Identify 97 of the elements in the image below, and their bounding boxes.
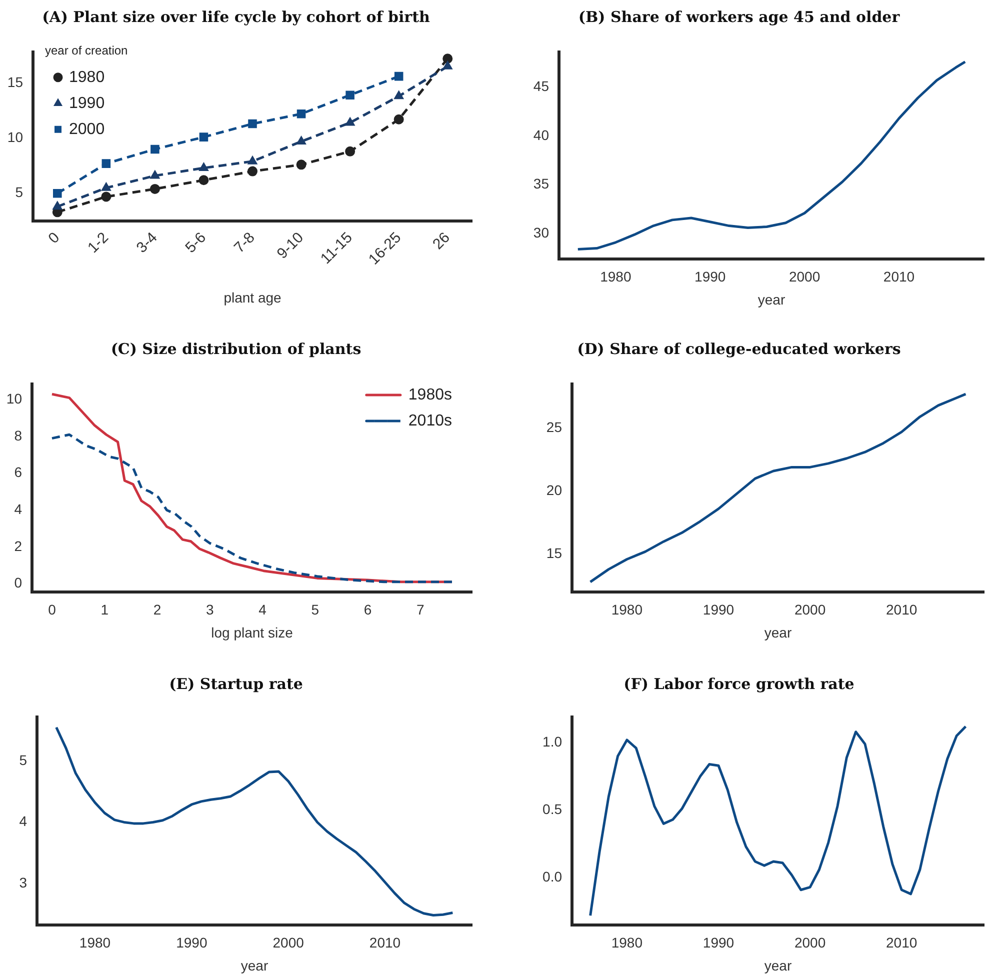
legend-label: 1980s — [408, 386, 452, 404]
y-tick-label: 0.0 — [542, 868, 562, 885]
y-tick-label: 15 — [7, 74, 24, 90]
point — [248, 156, 258, 164]
legend-label: 2000 — [69, 120, 105, 138]
x-tick-label: 0 — [45, 229, 64, 248]
y-tick-label: 20 — [546, 482, 562, 498]
point — [296, 160, 306, 170]
x-tick-label: 5-6 — [182, 229, 210, 256]
point — [296, 136, 306, 144]
point — [150, 144, 160, 154]
x-tick-label: 5 — [311, 601, 320, 618]
legend-label: 1980 — [69, 68, 105, 86]
point — [150, 170, 160, 179]
point — [442, 54, 453, 64]
y-tick-label: 10 — [6, 390, 22, 407]
x-tick-label: 2 — [153, 601, 162, 618]
y-tick-label: 3 — [19, 874, 28, 890]
x-tick-label: 2010 — [369, 934, 401, 950]
chart-title: (D) Share of college-educated workers — [577, 340, 901, 358]
y-tick-label: 35 — [533, 176, 550, 192]
y-tick-label: 6 — [14, 464, 22, 480]
point — [53, 188, 62, 198]
y-tick-label: 45 — [533, 78, 550, 94]
x-tick-label: 2000 — [794, 601, 826, 618]
y-tick-label: 30 — [533, 224, 550, 240]
point — [296, 109, 306, 118]
y-tick-label: 25 — [546, 418, 562, 435]
x-axis-title: year — [758, 291, 786, 308]
chart-title: (A) Plant size over life cycle by cohort of birth — [42, 8, 430, 26]
x-tick-label: 3 — [206, 601, 214, 618]
x-tick-label: 1980 — [611, 934, 643, 950]
x-tick-label: 2010 — [886, 601, 918, 618]
x-axis-title: year — [764, 957, 792, 974]
x-axis-title: plant age — [224, 289, 282, 306]
x-tick-label: 9-10 — [274, 229, 308, 262]
x-tick-label: 1990 — [694, 268, 726, 284]
point — [248, 119, 257, 128]
x-tick-label: 2010 — [886, 934, 918, 950]
x-tick-label: 1-2 — [84, 229, 112, 256]
chart-title: (E) Startup rate — [169, 674, 303, 693]
legend-label: 2010s — [408, 412, 452, 430]
x-tick-label: 1980 — [79, 934, 111, 950]
y-tick-label: 0.5 — [542, 801, 562, 818]
x-tick-label: 26 — [430, 229, 454, 253]
x-tick-label: 2000 — [272, 934, 304, 950]
legend-label: 1990 — [69, 94, 105, 112]
x-tick-label: 1 — [100, 601, 109, 618]
point — [248, 166, 258, 176]
chart-title: (C) Size distribution of plants — [110, 340, 362, 358]
point — [394, 90, 404, 100]
x-tick-label: 2000 — [794, 934, 826, 950]
point — [345, 146, 356, 156]
x-axis-title: year — [764, 624, 792, 640]
point — [394, 114, 404, 124]
x-tick-label: 1990 — [702, 601, 734, 618]
y-tick-label: 5 — [19, 752, 28, 768]
y-tick-label: 1.0 — [542, 734, 562, 750]
point — [198, 162, 209, 171]
y-tick-label: 4 — [14, 500, 22, 517]
x-axis-title: log plant size — [211, 624, 294, 640]
point — [199, 132, 208, 142]
y-tick-label: 10 — [7, 129, 24, 146]
y-tick-label: 8 — [14, 427, 22, 444]
x-tick-label: 7 — [416, 601, 425, 618]
legend-title: year of creation — [45, 43, 128, 58]
x-tick-label: 0 — [48, 601, 56, 618]
point — [52, 201, 62, 210]
x-tick-label: 3-4 — [133, 229, 161, 256]
x-tick-label: 1980 — [611, 601, 643, 618]
point — [150, 184, 160, 194]
x-tick-label: 4 — [258, 601, 267, 618]
line-series — [50, 433, 454, 584]
y-tick-label: 2 — [14, 538, 22, 554]
point — [346, 90, 354, 100]
y-tick-label: 0 — [14, 574, 22, 591]
point — [198, 175, 209, 186]
point — [345, 117, 355, 126]
point — [101, 182, 111, 191]
chart-title: (F) Labor force growth rate — [624, 674, 854, 693]
x-tick-label: 1990 — [176, 934, 208, 950]
x-tick-label: 2000 — [788, 268, 820, 284]
y-tick-label: 15 — [546, 545, 562, 562]
x-tick-label: 7-8 — [230, 229, 258, 256]
chart-title: (B) Share of workers age 45 and older — [578, 8, 901, 26]
point — [442, 60, 452, 70]
x-tick-label: 6 — [364, 601, 372, 618]
x-tick-label: 2010 — [883, 268, 915, 284]
point — [101, 192, 112, 202]
x-axis-title: year — [240, 957, 268, 974]
point — [102, 159, 111, 168]
y-tick-label: 4 — [19, 813, 28, 830]
y-tick-label: 5 — [15, 184, 24, 200]
x-tick-label: 1980 — [600, 268, 632, 284]
point — [394, 72, 404, 81]
y-tick-label: 40 — [533, 126, 550, 143]
x-tick-label: 1990 — [702, 934, 734, 950]
